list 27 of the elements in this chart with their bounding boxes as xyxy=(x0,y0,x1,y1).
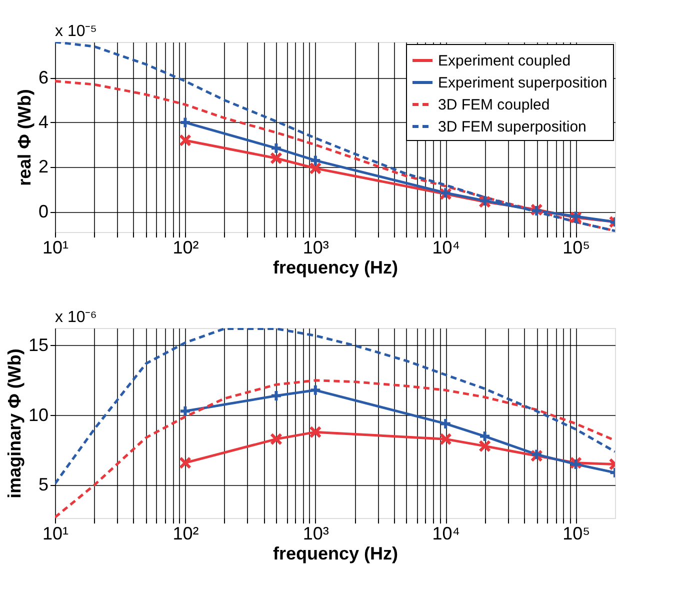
x-tick-label: 10⁵ xyxy=(562,238,590,258)
y-tick-label: 10 xyxy=(28,404,48,425)
y-tick-label: 4 xyxy=(38,112,48,132)
x-tick-label: 10⁴ xyxy=(432,238,460,258)
y-axis-title: imaginary Φ (Wb) xyxy=(4,348,24,498)
x-axis-title: frequency (Hz) xyxy=(272,544,398,564)
y-tick-label: 2 xyxy=(38,156,48,177)
legend-label: Experiment coupled xyxy=(438,52,571,70)
text: x 10⁻⁵ xyxy=(55,23,97,40)
x-tick-label: 10³ xyxy=(302,238,329,258)
x-tick-label: 10¹ xyxy=(42,524,69,544)
y-tick-label: 15 xyxy=(28,334,48,355)
y-axis-title: real Φ (Wb) xyxy=(14,89,34,186)
x-tick-label: 10⁵ xyxy=(562,524,590,544)
legend-label: Experiment superposition xyxy=(438,74,608,92)
x-tick-label: 10² xyxy=(172,238,199,258)
y-tick-label: 0 xyxy=(38,201,48,222)
x-tick-label: 10¹ xyxy=(42,238,69,258)
x-tick-label: 10³ xyxy=(302,524,329,544)
x-axis-title: frequency (Hz) xyxy=(272,258,398,278)
x-tick-label: 10² xyxy=(172,524,199,544)
y-tick-label: 5 xyxy=(38,474,48,495)
legend-label: 3D FEM superposition xyxy=(438,118,586,136)
legend-label: 3D FEM coupled xyxy=(438,96,550,114)
y-tick-label: 6 xyxy=(38,67,48,88)
text: x 10⁻⁶ xyxy=(55,309,97,326)
x-tick-label: 10⁴ xyxy=(432,524,460,544)
